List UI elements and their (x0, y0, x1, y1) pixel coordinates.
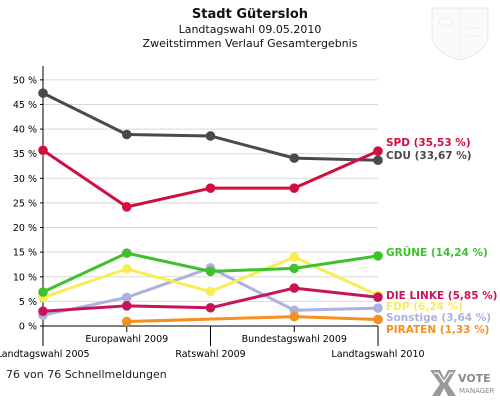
data-point-fdp (121, 264, 132, 274)
y-tick-label: 50 % (13, 75, 37, 86)
y-tick-label: 35 % (13, 149, 37, 160)
coat-of-arms-icon (431, 7, 489, 61)
x-tick-label: Ratswahl 2009 (175, 349, 245, 360)
x-tick-label: Europawahl 2009 (85, 334, 168, 345)
data-point-spd (373, 146, 383, 156)
data-point-piraten (289, 311, 300, 322)
vote-manager-logo: VOTE MANAGER (430, 370, 495, 396)
data-point-fdp (205, 286, 216, 297)
data-point-gr-ne (289, 263, 300, 274)
data-point-cdu (373, 155, 383, 166)
data-point-cdu (121, 129, 132, 140)
data-point-sonstige (373, 303, 383, 313)
data-point-piraten (373, 314, 383, 325)
data-point-gr-ne (373, 251, 383, 261)
footer-status: 76 von 76 Schnellmeldungen (6, 368, 167, 381)
y-tick-label: 0 % (19, 322, 37, 333)
data-point-cdu (38, 88, 48, 98)
series-labels: SPD (35,53 %)CDU (33,67 %) GRÜNE (14,24 %… (386, 137, 497, 336)
data-point-die-linke (373, 292, 383, 303)
vote-manager-logo-top: VOTE (458, 372, 491, 385)
data-point-cdu (205, 131, 216, 141)
x-tick-label: Landtagswahl 2010 (331, 349, 424, 360)
series-label-sonstige: Sonstige (3,64 %) (386, 312, 491, 324)
series-label-spd: SPD (35,53 %) (386, 137, 471, 149)
x-tick-label: Landtagswahl 2005 (0, 349, 90, 360)
data-point-spd (289, 183, 300, 193)
series-label-fdp: FDP (6,24 %) (386, 301, 463, 313)
x-tick-label: Bundestagswahl 2009 (242, 334, 347, 345)
y-tick-label: 10 % (13, 272, 37, 283)
series-label-cdu: CDU (33,67 %) (386, 150, 472, 162)
plot-area (43, 70, 378, 326)
data-point-spd (38, 145, 48, 156)
y-tick-label: 45 % (13, 100, 37, 111)
series-label-piraten: PIRATEN (1,33 %) (386, 324, 489, 336)
y-tick-label: 40 % (13, 125, 37, 136)
y-tick-label: 20 % (13, 223, 37, 234)
vote-manager-logo-bottom: MANAGER (459, 387, 495, 395)
data-point-die-linke (289, 283, 300, 293)
data-point-die-linke (121, 301, 132, 311)
chart-subtitle: Landtagswahl 09.05.2010 (179, 23, 322, 36)
data-point-die-linke (38, 306, 48, 317)
x-axis-ticks: Landtagswahl 2005 Europawahl 2009 Ratswahl… (0, 326, 425, 360)
series-lines (38, 88, 383, 327)
data-point-gr-ne (205, 266, 216, 277)
data-point-piraten (121, 316, 132, 327)
chart-title: Stadt Gütersloh (192, 7, 308, 22)
data-point-gr-ne (38, 287, 48, 297)
data-point-die-linke (205, 302, 216, 313)
y-tick-label: 25 % (13, 198, 37, 209)
data-point-spd (121, 202, 132, 212)
y-tick-label: 30 % (13, 174, 37, 185)
data-point-fdp (289, 252, 300, 262)
data-point-gr-ne (121, 248, 132, 258)
series-label-die-linke: DIE LINKE (5,85 %) (386, 290, 497, 302)
series-label-gr-ne: GRÜNE (14,24 %) (386, 245, 488, 259)
vote-manager-logo-icon (430, 370, 456, 396)
data-point-cdu (289, 153, 300, 163)
data-point-spd (205, 183, 216, 193)
data-point-sonstige (121, 292, 132, 303)
y-tick-label: 5 % (19, 297, 37, 308)
chart-subtitle-2: Zweitstimmen Verlauf Gesamtergebnis (143, 37, 358, 50)
plot-background (43, 70, 378, 326)
y-tick-label: 15 % (13, 248, 37, 259)
y-axis-ticks: 0 % 5 % 10 % 15 % 20 % 25 % 30 % 35 % 40 % 45 % 50… (13, 75, 43, 333)
